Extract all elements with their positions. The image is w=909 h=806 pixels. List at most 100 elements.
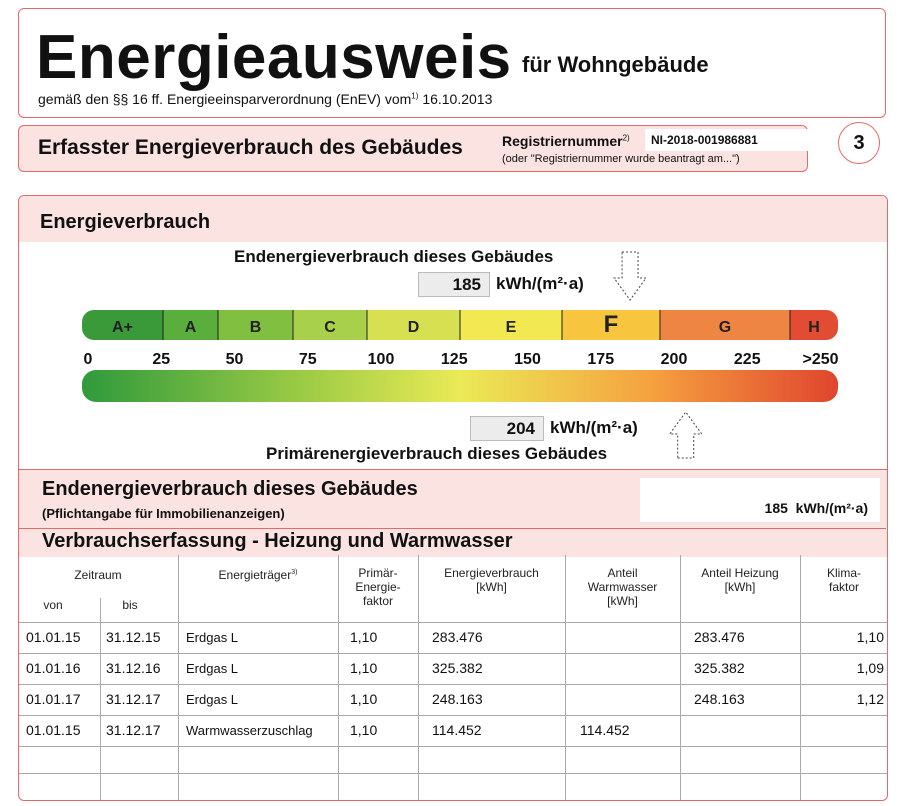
th-primary_factor: Energie- — [355, 580, 401, 594]
column-line — [418, 555, 419, 800]
reg-number: NI-2018-001986881 — [645, 129, 815, 151]
class-label: C — [324, 319, 336, 336]
row-line — [19, 773, 887, 774]
tick-label: 25 — [152, 351, 170, 368]
law-text: gemäß den §§ 16 ff. Energieeinsparverord… — [38, 91, 412, 107]
th-climate: Klima- — [826, 566, 861, 580]
page-number: 3 — [838, 122, 880, 164]
gradient-bar — [82, 370, 838, 402]
cell: 1,10 — [350, 722, 378, 738]
cell: 114.452 — [580, 722, 630, 738]
date: 16.10.2013 — [422, 91, 493, 107]
th-consumption: [kWh] — [476, 580, 507, 594]
primary-unit: kWh/(m²·a) — [550, 418, 638, 437]
cell: Erdgas L — [186, 692, 239, 707]
cell: 31.12.17 — [106, 691, 161, 707]
th-heating: [kWh] — [724, 580, 756, 594]
row-line — [19, 746, 887, 747]
subtitle: für Wohngebäude — [522, 52, 709, 77]
cell: 1,10 — [350, 691, 378, 707]
summary-value-box: 185 kWh/(m²·a) — [640, 478, 880, 522]
reg-label-wrap: Registriernummer2) — [502, 133, 630, 149]
energy-heading: Energieverbrauch — [40, 211, 211, 233]
th-water: Warmwasser — [587, 580, 658, 594]
summary-title: Endenergieverbrauch dieses Gebäudes — [42, 478, 418, 500]
end-value: 185 — [418, 272, 490, 297]
column-line — [680, 555, 681, 800]
th-water: [kWh] — [607, 594, 638, 608]
row-line — [19, 653, 887, 654]
cell: 1,10 — [350, 629, 378, 645]
title: Energieausweis — [36, 23, 512, 92]
class-cell — [790, 310, 838, 340]
primary-label: Primärenergieverbrauch dieses Gebäudes — [266, 444, 608, 463]
row-line — [19, 622, 887, 623]
cell: Erdgas L — [186, 661, 239, 676]
class-cell — [562, 310, 660, 340]
reg-label: Registriernummer — [502, 133, 623, 149]
cell: 283.476 — [694, 629, 745, 645]
cell: 114.452 — [432, 722, 482, 738]
class-label: E — [506, 319, 517, 336]
tick-label: 225 — [734, 351, 761, 368]
cell: 248.163 — [694, 691, 745, 707]
table-title: Verbrauchserfassung - Heizung und Warmwa… — [42, 530, 513, 552]
th-primary_factor: faktor — [362, 594, 393, 608]
cell: 31.12.15 — [106, 629, 161, 645]
table-band — [19, 528, 886, 556]
end-arrow — [613, 251, 648, 301]
column-line — [338, 555, 339, 800]
th-primary_factor: Primär- — [358, 566, 398, 580]
header-box — [18, 8, 886, 118]
class-cell — [660, 310, 790, 340]
cell: 01.01.15 — [26, 722, 81, 738]
tick-label: 50 — [226, 351, 244, 368]
cell: 325.382 — [694, 660, 745, 676]
law-line: gemäß den §§ 16 ff. Energieeinsparverord… — [38, 91, 492, 107]
cell: 1,10 — [350, 660, 378, 676]
th-consumption: Energieverbrauch — [444, 566, 539, 580]
primary-value: 204 — [470, 416, 544, 441]
carrier: Energieträger — [218, 568, 292, 582]
reg-note: (oder "Registriernummer wurde beantragt … — [502, 153, 740, 165]
class-cell — [163, 310, 218, 340]
class-label: G — [719, 319, 731, 336]
th-to: bis — [122, 598, 138, 612]
class-label: B — [250, 319, 262, 336]
section-title: Erfasster Energieverbrauch des Gebäudes — [38, 136, 463, 159]
cell: 1,10 — [856, 629, 884, 645]
cell: 248.163 — [432, 691, 483, 707]
class-label: F — [604, 311, 619, 338]
summary-note: (Pflichtangabe für Immobilienanzeigen) — [42, 506, 285, 521]
cell: 31.12.17 — [106, 722, 161, 738]
end-label: Endenergieverbrauch dieses Gebäudes — [234, 247, 554, 266]
summary-unit: kWh/(m²·a) — [795, 500, 868, 516]
column-line — [178, 555, 179, 800]
tick-label: 150 — [514, 351, 541, 368]
cell: 1,12 — [856, 691, 884, 707]
th-heating: Anteil Heizung — [701, 566, 779, 580]
class-cell — [460, 310, 562, 340]
cell: 1,09 — [856, 660, 884, 676]
th-climate: faktor — [828, 580, 859, 594]
cell: Warmwasserzuschlag — [186, 723, 313, 738]
column-line — [100, 598, 101, 800]
footnote: 1) — [411, 91, 419, 101]
cell: 01.01.16 — [26, 660, 81, 676]
tick-label: 125 — [441, 351, 468, 368]
class-cell — [82, 310, 163, 340]
class-cell — [367, 310, 460, 340]
class-cell — [293, 310, 367, 340]
cell: 31.12.16 — [106, 660, 161, 676]
th-carrier: Energieträger3) — [178, 566, 338, 582]
primary-arrow — [668, 411, 703, 459]
row-line — [19, 684, 887, 685]
tick-label: >250 — [802, 351, 838, 368]
carrier-note: 3) — [291, 569, 298, 576]
cell: Erdgas L — [186, 630, 239, 645]
reg-footnote: 2) — [622, 133, 630, 143]
tick-label: 0 — [84, 351, 93, 368]
cell: 01.01.15 — [26, 629, 81, 645]
tick-label: 175 — [587, 351, 614, 368]
